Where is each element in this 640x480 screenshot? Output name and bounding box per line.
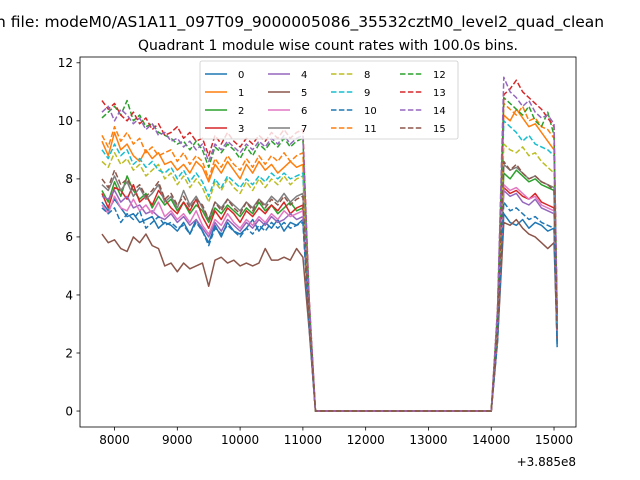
x-axis-offset-label: +3.885e8 xyxy=(517,455,576,469)
legend-label-7: 7 xyxy=(301,124,307,135)
legend-label-13: 13 xyxy=(433,88,446,99)
x-tick-label: 12000 xyxy=(347,433,385,447)
plot-area-frame xyxy=(79,56,577,428)
chart-title: Quadrant 1 module wise count rates with … xyxy=(138,38,518,54)
y-tick-label: 12 xyxy=(58,56,73,70)
y-axis: 0 2 4 6 8 10 12 xyxy=(58,56,80,418)
y-tick-label: 10 xyxy=(58,114,73,128)
legend-label-3: 3 xyxy=(238,124,244,135)
x-tick-label: 14000 xyxy=(472,433,510,447)
legend-label-0: 0 xyxy=(238,70,244,81)
x-tick-label: 15000 xyxy=(535,433,573,447)
y-tick-label: 6 xyxy=(65,230,73,244)
x-axis: 8000 9000 10000 11000 12000 13000 14000 15000 xyxy=(99,427,573,447)
x-tick-label: 9000 xyxy=(162,433,193,447)
x-tick-label: 13000 xyxy=(409,433,447,447)
legend-label-9: 9 xyxy=(364,88,370,99)
legend-label-6: 6 xyxy=(301,106,307,117)
legend-label-5: 5 xyxy=(301,88,307,99)
series-layer xyxy=(101,76,558,412)
y-tick-label: 8 xyxy=(65,172,73,186)
x-tick-label: 8000 xyxy=(99,433,130,447)
legend-label-12: 12 xyxy=(433,70,446,81)
legend-label-11: 11 xyxy=(364,124,377,135)
legend-label-15: 15 xyxy=(433,124,446,135)
x-tick-label: 11000 xyxy=(284,433,322,447)
series-line-14 xyxy=(101,76,558,412)
legend-label-8: 8 xyxy=(364,70,370,81)
legend-label-4: 4 xyxy=(301,70,307,81)
y-tick-label: 0 xyxy=(65,404,73,418)
y-tick-label: 4 xyxy=(65,288,73,302)
series-line-15 xyxy=(101,160,558,412)
legend-label-14: 14 xyxy=(433,106,446,117)
legend-label-10: 10 xyxy=(364,106,377,117)
legend-label-2: 2 xyxy=(238,106,244,117)
y-tick-label: 2 xyxy=(65,346,73,360)
figure-suptitle: n file: modeM0/AS1A11_097T09_9000005086_… xyxy=(0,13,604,32)
legend-frame xyxy=(199,60,459,140)
x-tick-label: 10000 xyxy=(221,433,259,447)
legend-label-1: 1 xyxy=(238,88,244,99)
